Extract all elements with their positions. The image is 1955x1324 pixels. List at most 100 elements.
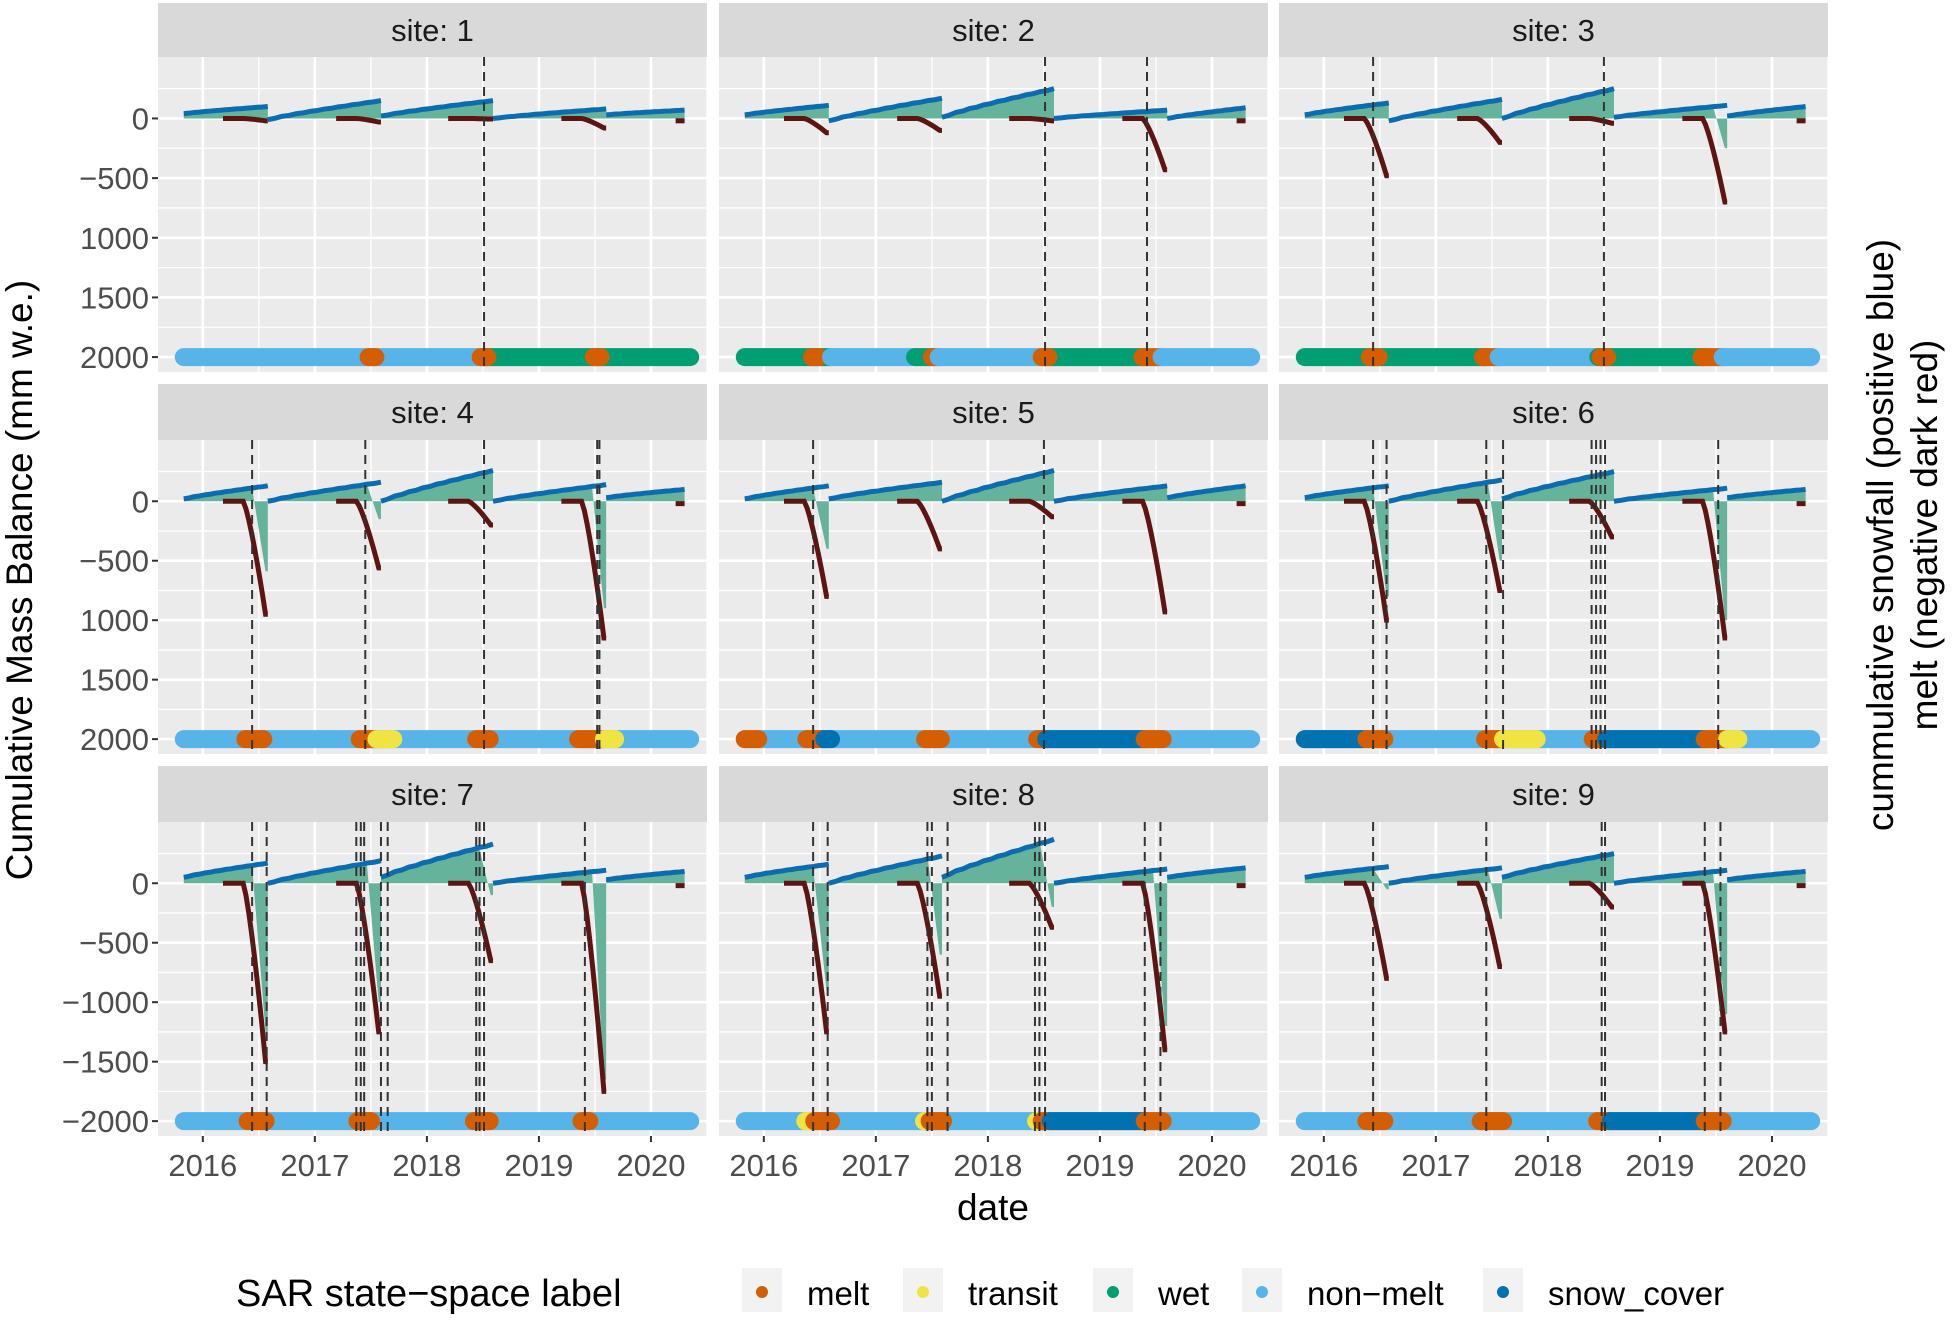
snowfall-line (1388, 96, 1503, 124)
melt-line (897, 880, 943, 999)
x-tick-label: 2017 (841, 1148, 910, 1183)
y-tick-label: −500 (79, 926, 149, 961)
mass-balance-fill (1388, 482, 1502, 561)
snowfall-line (828, 479, 943, 502)
snowfall-line (1726, 104, 1806, 119)
y-tick-label: −1500 (62, 1045, 149, 1080)
facet-strip (158, 3, 707, 57)
melt-line (783, 880, 830, 1035)
legend-swatch (1497, 1286, 1509, 1298)
y-tick-label: 1500 (80, 280, 149, 315)
legend-title: SAR state−space label (236, 1273, 622, 1315)
snowfall-line (1613, 867, 1728, 886)
snowfall-line (1726, 868, 1806, 883)
melt-line (897, 115, 942, 133)
y-tick-label: 1500 (80, 663, 149, 698)
snowfall-line (941, 86, 1055, 120)
snowfall-line (1053, 866, 1168, 886)
mass-balance-fill (1054, 870, 1168, 1026)
y-tick-label: 1000 (80, 603, 149, 638)
legend: SAR state−space label melt transit wet non−… (236, 1268, 1724, 1315)
snowfall-line (605, 486, 685, 501)
melt-line (561, 880, 607, 1094)
mass-balance-fill (267, 484, 381, 520)
melt-line (448, 498, 494, 528)
x-tick-label: 2019 (504, 1148, 573, 1183)
right-axis-title-line-1: cummulative snowfall (positive blue) (1860, 239, 1901, 831)
facet-strip-label: site: 6 (1512, 395, 1595, 430)
y-axis-title: Cumulative Mass Balance (mm w.e.) (0, 280, 40, 880)
mass-balance-fill (1304, 487, 1389, 597)
melt-line (1569, 880, 1615, 910)
mass-balance-fill (183, 865, 268, 1032)
snowfall-line (744, 102, 830, 118)
snowfall-line (1053, 107, 1168, 121)
facet-strip-label: site: 7 (391, 777, 474, 812)
legend-label: transit (968, 1275, 1058, 1312)
snowfall-line (183, 483, 269, 502)
snowfall-line (183, 104, 269, 117)
legend-label: snow_cover (1548, 1275, 1724, 1312)
facet-strip-label: site: 3 (1512, 13, 1595, 48)
snowfall-line (1501, 851, 1615, 880)
snowfall-line (1304, 483, 1390, 501)
x-tick-label: 2016 (729, 1148, 798, 1183)
snowfall-line (1304, 864, 1390, 880)
snowfall-line (744, 861, 830, 880)
snowfall-line (492, 106, 607, 121)
melt-line (448, 115, 494, 122)
melt-line (1569, 115, 1615, 126)
mass-balance-fill (1304, 868, 1389, 890)
snowfall-line (605, 868, 685, 883)
melt-line (336, 880, 382, 1035)
snowfall-line (1053, 483, 1168, 504)
y-tick-label: −500 (79, 544, 149, 579)
snowfall-line (492, 482, 607, 504)
x-tick-label: 2016 (1289, 1148, 1358, 1183)
snowfall-line (941, 467, 1055, 504)
melt-line (1122, 498, 1168, 615)
melt-line (1457, 880, 1503, 970)
x-tick-label: 2018 (1513, 1148, 1582, 1183)
snowfall-line (380, 98, 494, 119)
x-tick-label: 2020 (616, 1148, 685, 1183)
facet-strip (158, 766, 707, 822)
legend-item-snow-cover: snow_cover (1483, 1268, 1724, 1312)
melt-line (1343, 880, 1390, 981)
legend-item-wet: wet (1093, 1268, 1209, 1312)
snowfall-line (1304, 100, 1390, 118)
melt-line (561, 115, 607, 131)
legend-swatch (1256, 1286, 1268, 1298)
mass-balance-fill (744, 866, 829, 991)
mass-balance-fill (380, 847, 494, 896)
x-tick-label: 2017 (280, 1148, 349, 1183)
snowfall-line (183, 860, 269, 880)
melt-line (1682, 498, 1728, 641)
facet-strip-label: site: 1 (391, 13, 474, 48)
melt-line (1457, 115, 1502, 145)
snowfall-line (1166, 865, 1246, 880)
facet-strip-label: site: 8 (952, 777, 1035, 812)
legend-swatch (1107, 1286, 1119, 1298)
snowfall-line (744, 483, 830, 502)
snowfall-line (605, 107, 685, 118)
y-tick-label: 0 (132, 866, 149, 901)
x-tick-label: 2018 (953, 1148, 1022, 1183)
legend-label: wet (1157, 1275, 1209, 1312)
snowfall-line (380, 467, 494, 504)
x-axis-title: date (957, 1187, 1029, 1228)
legend-label: melt (807, 1275, 869, 1312)
facet-panels: site: 1 0 −500 1000 1500 2000 site: 2 site: 3 si… (62, 3, 1829, 1183)
melt-line (1009, 880, 1055, 930)
snowfall-line (1388, 865, 1503, 886)
facet-strip-label: site: 5 (952, 395, 1035, 430)
x-tick-label: 2020 (1737, 1148, 1806, 1183)
panel-background (158, 57, 707, 372)
snowfall-line (267, 858, 382, 886)
snowfall-line (1613, 485, 1728, 504)
snowfall-line (267, 479, 382, 504)
melt-line (1122, 115, 1168, 173)
y-tick-label: −1000 (62, 985, 149, 1020)
legend-swatch (756, 1286, 768, 1298)
